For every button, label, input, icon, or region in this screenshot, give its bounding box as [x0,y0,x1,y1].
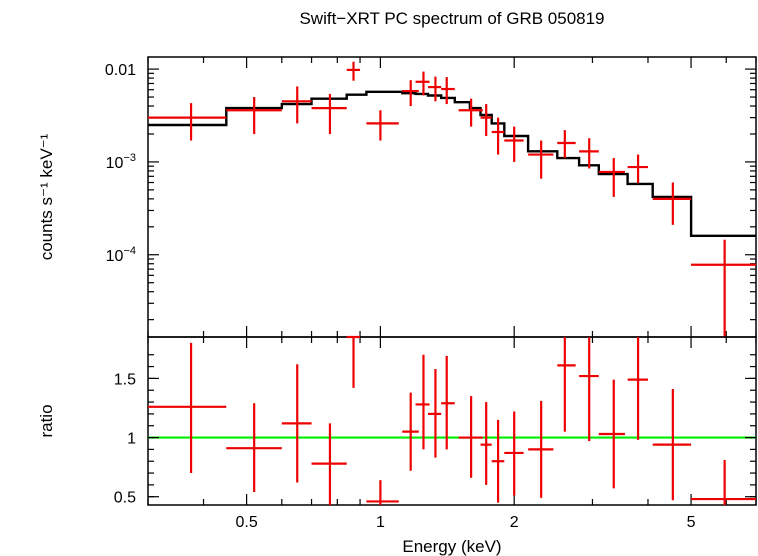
spectrum-data-point [491,117,505,155]
spectrum-data-point [281,86,312,124]
y-tick-label: 1.5 [114,371,136,388]
ratio-data-point [281,364,312,483]
top-y-axis-label: counts s⁻¹ keV⁻¹ [37,133,56,260]
spectrum-data-point [557,130,576,159]
ratio-data-point [504,411,524,496]
ratio-data-point [691,460,756,505]
spectrum-data-point [226,97,282,134]
ratio-data-point [627,337,648,440]
spectrum-data-point [627,154,648,184]
x-tick-label: 1 [376,514,385,531]
ratio-data-point [598,379,625,489]
y-tick-label: 0.5 [114,490,136,507]
y-tick-label: 10−3 [106,152,136,172]
ratio-data-point [226,403,282,492]
bottom-panel-ticks [147,337,757,505]
x-tick-label: 5 [687,514,696,531]
spectrum-data-point [402,80,419,107]
ratio-data-point [557,337,576,432]
y-tick-label: 10−4 [106,245,136,265]
ratio-data-point [366,480,399,505]
ratio-data-point [480,402,492,485]
ratio-data-point [528,400,554,498]
ratio-data-point [402,392,419,471]
ratio-data-point [458,396,483,478]
ratio-data-points [148,335,756,505]
spectrum-data-point [480,104,492,137]
bottom-panel: 0.5 1 1.5 0.5 1 2 5 ratio Energy (keV) [37,335,757,556]
ratio-data-point [441,355,455,450]
top-panel-y-tick-labels: 0.01 10−3 10−4 [105,62,136,265]
spectrum-data-point [428,76,442,102]
chart-title: Swift−XRT PC spectrum of GRB 050819 [299,9,604,28]
ratio-data-point [652,389,692,501]
model-step-line [148,90,756,237]
spectrum-data-point [311,93,347,134]
top-panel-ticks [147,57,757,337]
ratio-data-point [415,354,430,450]
x-tick-label: 2 [510,514,519,531]
ratio-data-point [428,368,442,458]
ratio-data-point [491,419,505,503]
ratio-data-point [346,335,361,388]
spectrum-data-point [579,138,599,169]
x-tick-label: 0.5 [235,514,257,531]
spectrum-data-points [148,61,756,337]
spectrum-data-point [441,77,455,105]
bottom-y-axis-label: ratio [37,404,56,437]
y-tick-label: 1 [127,431,136,448]
model-step-path [148,90,756,237]
ratio-data-point [148,342,227,474]
spectrum-data-point [148,103,227,141]
y-tick-label: 0.01 [105,62,136,79]
spectrum-data-point [504,126,524,162]
spectrum-data-point [366,110,399,141]
ratio-data-point [311,423,347,505]
ratio-data-point [579,337,599,442]
x-tick-labels: 0.5 1 2 5 [235,514,695,531]
top-panel: 0.01 10−3 10−4 counts s⁻¹ keV⁻¹ [37,56,757,338]
spectrum-data-point [346,61,361,81]
spectrum-data-point [598,158,625,197]
bottom-panel-y-tick-labels: 0.5 1 1.5 [114,371,136,506]
bottom-panel-frame [147,336,757,506]
spectrum-data-point [415,71,430,96]
x-axis-label: Energy (keV) [402,537,501,556]
spectrum-data-point [691,239,756,337]
spectrum-data-point [528,140,554,179]
spectrum-data-point [458,98,483,127]
spectrum-data-point [652,182,692,225]
